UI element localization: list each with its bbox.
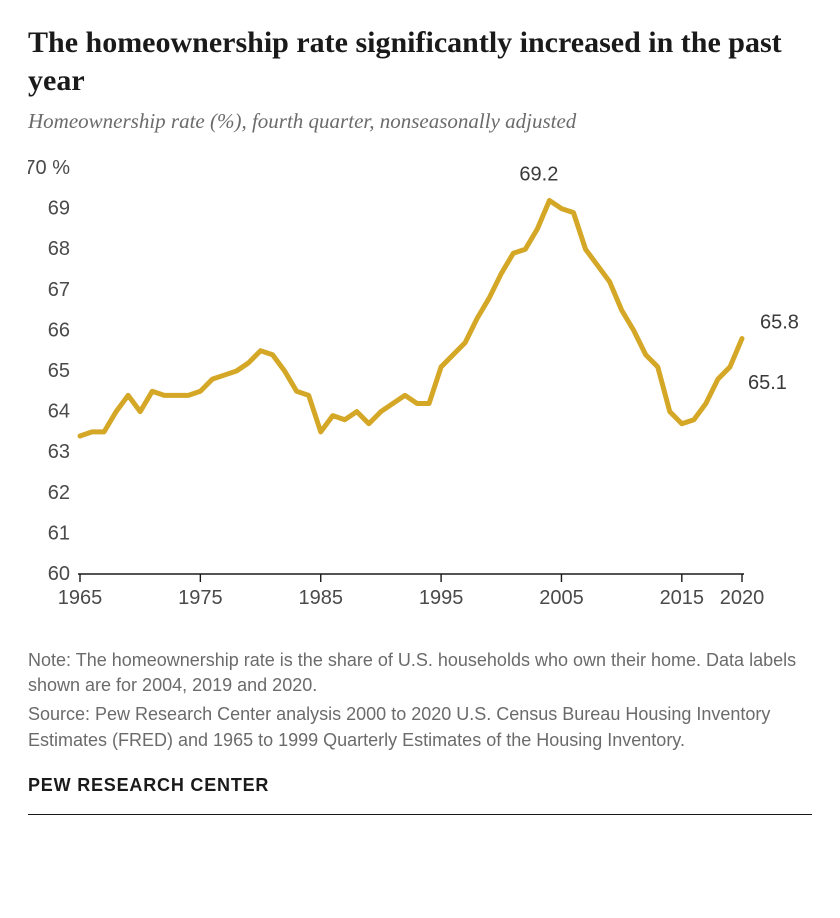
y-tick-label: 69 bbox=[48, 198, 70, 220]
line-chart: 60 61 62 63 64 65 66 67 68 69 70 % 1965 1975 1985 1995… bbox=[28, 152, 812, 622]
x-tick-label: 2015 bbox=[660, 587, 705, 609]
y-tick-label: 61 bbox=[48, 522, 70, 544]
y-tick-label: 65 bbox=[48, 360, 70, 382]
y-tick-label: 66 bbox=[48, 319, 70, 341]
callout-label: 65.1 bbox=[748, 372, 787, 394]
y-tick-label: 63 bbox=[48, 441, 70, 463]
y-tick-label: 64 bbox=[48, 401, 70, 423]
x-tick-label: 1995 bbox=[419, 587, 464, 609]
y-tick-label: 60 bbox=[48, 563, 70, 585]
x-tick-label: 1975 bbox=[178, 587, 223, 609]
x-tick-label: 2005 bbox=[539, 587, 584, 609]
y-tick-label: 67 bbox=[48, 279, 70, 301]
callout-label: 65.8 bbox=[760, 312, 799, 334]
x-tick-label: 1985 bbox=[298, 587, 343, 609]
chart-source: Source: Pew Research Center analysis 200… bbox=[28, 702, 812, 752]
data-line bbox=[80, 200, 742, 435]
brand-label: PEW RESEARCH CENTER bbox=[28, 775, 812, 796]
x-tick-label: 2020 bbox=[720, 587, 765, 609]
chart-note: Note: The homeownership rate is the shar… bbox=[28, 648, 812, 698]
footer-divider bbox=[28, 814, 812, 815]
y-tick-label: 70 % bbox=[28, 157, 70, 179]
chart-subtitle: Homeownership rate (%), fourth quarter, … bbox=[28, 109, 812, 134]
chart-title: The homeownership rate significantly inc… bbox=[28, 24, 812, 99]
callout-label: 69.2 bbox=[519, 163, 558, 185]
y-tick-label: 68 bbox=[48, 238, 70, 260]
x-tick-label: 1965 bbox=[58, 587, 103, 609]
y-tick-label: 62 bbox=[48, 482, 70, 504]
chart-svg: 60 61 62 63 64 65 66 67 68 69 70 % 1965 1975 1985 1995… bbox=[28, 152, 812, 622]
